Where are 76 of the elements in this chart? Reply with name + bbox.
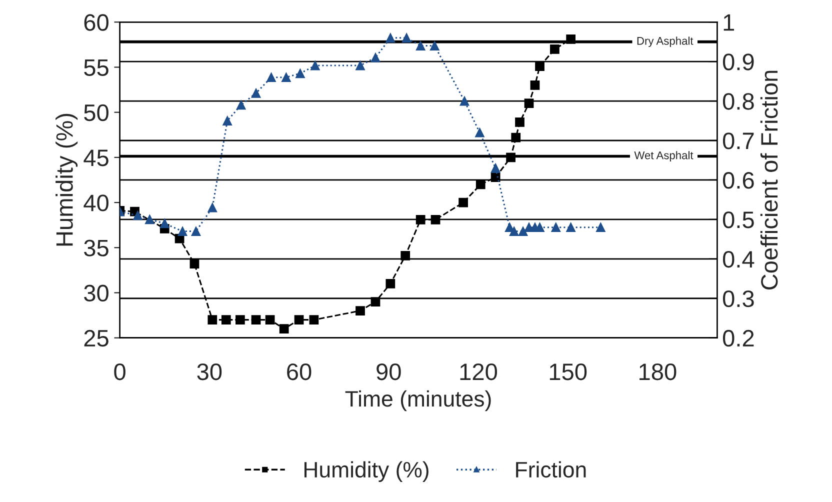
y-axis-title: Humidity (%) [56, 114, 78, 246]
point [251, 88, 261, 98]
x-tick-label: 150 [550, 363, 587, 380]
point [511, 132, 521, 142]
ref-line-label: Wet Asphalt [634, 151, 694, 162]
point [551, 222, 561, 232]
y-tick-label: 40 [84, 194, 108, 212]
point [458, 198, 468, 208]
point [356, 60, 365, 70]
point [296, 68, 305, 78]
point [221, 315, 231, 324]
point [222, 116, 232, 126]
y-tick-label: 25 [84, 330, 108, 347]
point [133, 210, 142, 220]
point [208, 202, 218, 212]
point [518, 226, 528, 236]
y-tick-label: 50 [84, 104, 108, 122]
point [178, 226, 188, 236]
point [208, 315, 218, 324]
point [460, 96, 470, 106]
x-tick-label: 60 [287, 363, 312, 380]
point [386, 279, 396, 288]
point [386, 33, 396, 43]
point [236, 100, 246, 110]
y-tick-label: 60 [84, 14, 108, 31]
y2-tick-label: 0.9 [722, 54, 754, 70]
y-tick-label: 30 [84, 284, 108, 302]
y-tick-label: 55 [84, 60, 108, 76]
point [266, 72, 276, 82]
point [265, 315, 275, 324]
point [281, 72, 291, 82]
x-tick-label: 90 [376, 363, 401, 380]
point [279, 324, 289, 334]
point [356, 306, 365, 316]
y-tick-label: 45 [84, 150, 108, 166]
x-tick-label: 180 [640, 363, 676, 380]
point [310, 60, 320, 70]
point [309, 315, 319, 324]
y2-tick-label: 0.8 [722, 93, 754, 110]
point [402, 33, 412, 43]
x-tick-label: 120 [460, 363, 498, 380]
ref-line-label: Dry Asphalt [637, 36, 694, 47]
x-axis-title: Time (minutes) [345, 390, 491, 412]
point [596, 222, 606, 232]
y2-tick-label: 0.7 [722, 132, 754, 150]
point [251, 315, 261, 324]
legend-label: Humidity (%) [304, 461, 428, 482]
y2-tick-label: 0.2 [722, 330, 754, 347]
y-tick-label: 35 [84, 240, 108, 256]
point [144, 214, 154, 224]
x-tick-label: 30 [197, 363, 222, 380]
point [190, 259, 200, 269]
point [515, 118, 524, 127]
point [475, 128, 484, 138]
point [370, 52, 380, 62]
point [509, 226, 519, 236]
y2-tick-label: 0.6 [722, 172, 754, 189]
x-tick-label: 0 [114, 363, 126, 380]
y2-tick-label: 0.4 [722, 250, 754, 268]
point [191, 226, 201, 236]
point [430, 41, 440, 50]
point [566, 222, 576, 232]
point [235, 315, 245, 324]
legend-label: Friction [516, 461, 586, 478]
point [160, 218, 170, 228]
y2-tick-label: 0.3 [722, 290, 754, 308]
point [416, 41, 426, 50]
y2-tick-label: 1 [724, 14, 734, 31]
y2-tick-label: 0.5 [722, 212, 754, 228]
point [530, 80, 540, 90]
point [535, 62, 544, 71]
point [550, 44, 560, 54]
point [294, 315, 304, 324]
point [490, 163, 500, 173]
point [476, 180, 486, 190]
y2-axis-title: Coefficient of Friction [760, 70, 778, 290]
